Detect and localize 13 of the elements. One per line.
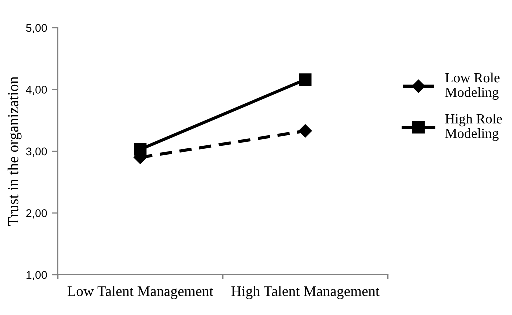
legend-label: High Role Modeling: [446, 114, 502, 142]
y-axis-title: Trust in the organization: [8, 76, 22, 226]
y-tick-label: 2,00: [26, 210, 48, 219]
x-tick-label: High Talent Management: [232, 286, 380, 300]
point: [299, 74, 312, 86]
x-tick-label: Low Talent Management: [68, 286, 214, 300]
point: [134, 143, 147, 156]
legend-label: Low Role Modeling: [446, 72, 500, 100]
point: [298, 124, 312, 138]
y-tick-label: 1,00: [26, 271, 48, 280]
y-tick-label: 3,00: [26, 148, 48, 157]
y-tick-label: 5,00: [26, 24, 48, 34]
y-tick-label: 4,00: [26, 86, 48, 96]
